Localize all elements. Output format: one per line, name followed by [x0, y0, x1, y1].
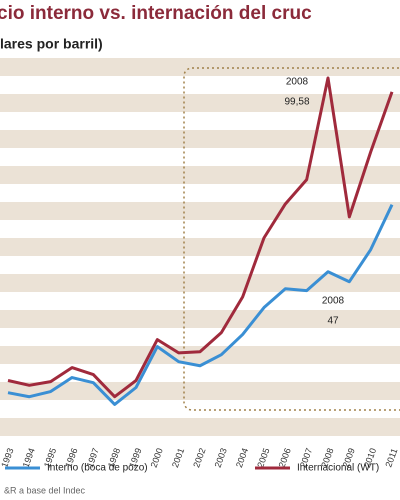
x-tick-label: 2005 [255, 447, 271, 469]
stripe [0, 418, 400, 436]
x-tick-label: 2003 [213, 447, 229, 469]
stripe [0, 166, 400, 184]
legend-label: Interno (boca de pozo) [47, 463, 148, 474]
stripe [0, 310, 400, 328]
annotation: 99,58 [284, 97, 309, 108]
chart-title: cio interno vs. internación del cruc [0, 3, 312, 24]
source: &R a base del Indec [4, 485, 86, 495]
x-tick-label: 1993 [0, 447, 16, 469]
series-line [7, 76, 394, 399]
x-tick-label: 2011 [383, 447, 399, 469]
stripe [0, 238, 400, 256]
x-tick-label: 2002 [191, 447, 207, 469]
stripe [0, 202, 400, 220]
stripe [0, 130, 400, 148]
annotation: 2008 [286, 77, 309, 88]
x-tick-label: 2006 [277, 447, 293, 469]
stripe [0, 346, 400, 364]
highlight-box [183, 67, 400, 411]
stripe [0, 274, 400, 292]
x-tick-label: 1994 [21, 447, 37, 469]
x-tick-label: 2004 [234, 447, 250, 469]
stripe [0, 94, 400, 112]
series-line [7, 204, 394, 406]
chart-subtitle: lares por barril) [0, 36, 103, 52]
background-stripes [0, 58, 400, 436]
legend-label: Internacional (WT) [297, 463, 379, 474]
annotation: 47 [327, 316, 339, 327]
annotation: 2008 [322, 296, 345, 307]
stripe [0, 58, 400, 76]
x-tick-label: 2000 [149, 447, 165, 469]
x-tick-label: 2001 [170, 447, 186, 469]
stripe [0, 382, 400, 400]
